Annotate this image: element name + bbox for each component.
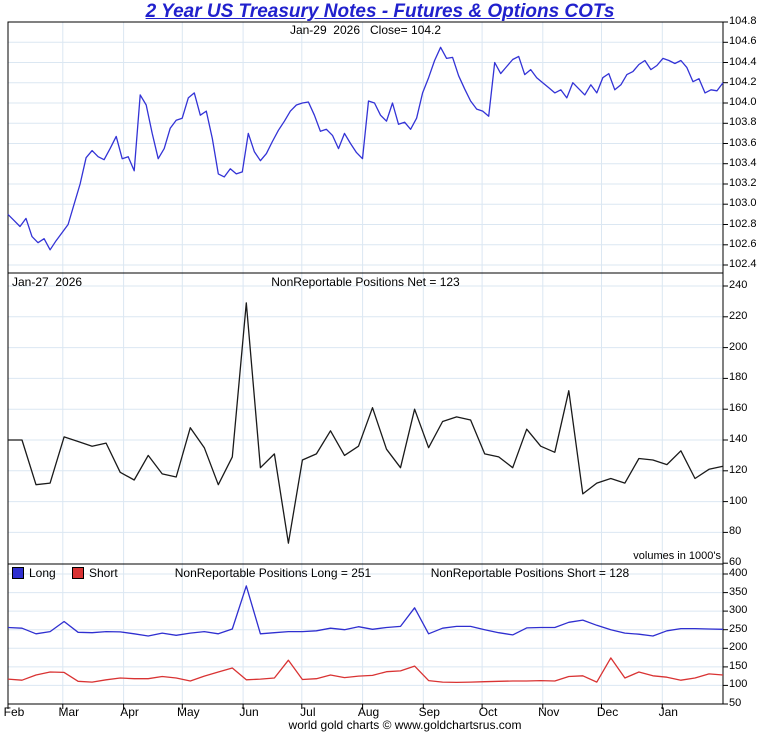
- legend-short-swatch: [72, 567, 84, 579]
- x-tick-label: Jun: [239, 705, 259, 719]
- x-tick-label: Aug: [357, 705, 380, 719]
- x-tick-label: Mar: [58, 705, 80, 719]
- y-tick-label: 104.6: [729, 35, 757, 48]
- y-tick-label: 250: [729, 622, 748, 635]
- y-tick-label: 220: [729, 309, 748, 322]
- panel-frame: [7, 563, 724, 705]
- x-tick-label: May: [176, 705, 200, 719]
- x-tick-label: Oct: [478, 705, 498, 719]
- y-tick-label: 60: [729, 556, 742, 569]
- panel-frame: [7, 21, 724, 274]
- y-tick-label: 240: [729, 279, 748, 291]
- x-tick-label: Jul: [300, 705, 316, 719]
- x-tick-label: Sep: [418, 705, 440, 719]
- y-tick-label: 104.4: [729, 55, 757, 68]
- y-tick-label: 200: [729, 641, 748, 654]
- legend-long-swatch: [12, 567, 24, 579]
- y-tick-label: 100: [729, 678, 748, 691]
- y-tick-label: 104.2: [729, 75, 757, 88]
- legend-long: Long: [12, 566, 56, 580]
- y-tick-label: 160: [729, 402, 748, 415]
- net-panel-date: Jan-27 2026: [12, 275, 83, 289]
- y-tick-label: 103.0: [729, 197, 757, 210]
- x-tick-label: Jan: [658, 705, 678, 719]
- x-tick-label: Apr: [120, 705, 139, 719]
- long-panel-annotation: NonReportable Positions Long = 251: [174, 566, 372, 580]
- legend-short: Short: [72, 566, 118, 580]
- y-tick-label: 200: [729, 340, 748, 353]
- long-series-line: [7, 585, 724, 637]
- y-tick-label: 102.8: [729, 217, 757, 230]
- short-series-line: [7, 657, 724, 684]
- y-tick-label: 104.0: [729, 96, 757, 108]
- y-tick-label: 103.2: [729, 177, 757, 189]
- net-panel-annotation: NonReportable Positions Net = 123: [271, 275, 460, 289]
- net-series-line: [8, 302, 724, 544]
- y-tick-label: 103.6: [729, 136, 757, 149]
- x-tick-label: Nov: [538, 705, 560, 719]
- y-tick-label: 102.4: [729, 258, 757, 270]
- short-panel-annotation: NonReportable Positions Short = 128: [430, 566, 630, 580]
- price-series-line: [7, 46, 724, 251]
- y-tick-label: 350: [729, 585, 748, 598]
- y-tick-label: 102.6: [729, 237, 757, 250]
- chart-title: 2 Year US Treasury Notes - Futures & Opt…: [145, 1, 615, 22]
- y-tick-label: 180: [729, 371, 748, 384]
- y-tick-label: 50: [729, 697, 742, 709]
- y-tick-label: 400: [729, 567, 748, 579]
- y-tick-label: 300: [729, 604, 748, 617]
- volumes-note: volumes in 1000's: [633, 550, 721, 562]
- legend-long-label: Long: [29, 566, 56, 580]
- y-tick-label: 80: [729, 525, 742, 538]
- footer-credit: world gold charts © www.goldchartsrus.co…: [288, 718, 522, 732]
- y-tick-label: 103.8: [729, 116, 757, 129]
- y-tick-label: 100: [729, 494, 748, 507]
- y-tick-label: 103.4: [729, 156, 757, 169]
- x-tick-label: Dec: [596, 705, 619, 719]
- y-tick-label: 120: [729, 463, 748, 476]
- price-panel-annotation: Jan-29 2026 Close= 104.2: [289, 23, 442, 37]
- y-tick-label: 104.8: [729, 15, 757, 27]
- x-tick-label: Feb: [3, 705, 25, 719]
- y-tick-label: 140: [729, 433, 748, 445]
- legend-short-label: Short: [89, 566, 118, 580]
- y-tick-label: 150: [729, 659, 748, 672]
